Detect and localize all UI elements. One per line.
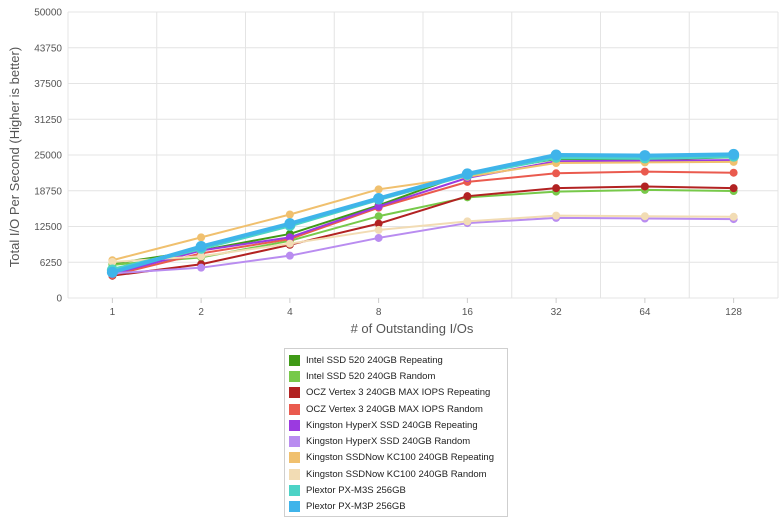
legend-label: Intel SSD 520 240GB Repeating	[306, 354, 443, 366]
legend-swatch	[289, 403, 300, 415]
data-point[interactable]	[729, 212, 738, 221]
y-tick-label: 12500	[34, 222, 62, 233]
legend-swatch	[289, 452, 300, 464]
data-point[interactable]	[197, 233, 206, 242]
legend-label: Kingston SSDNow KC100 240GB Random	[306, 468, 487, 480]
legend-label: Kingston HyperX SSD 240GB Repeating	[306, 419, 478, 431]
y-tick-label: 31250	[34, 115, 62, 126]
y-tick-label: 0	[56, 294, 62, 305]
data-point[interactable]	[640, 212, 649, 221]
data-point[interactable]	[197, 252, 206, 261]
series-line	[112, 214, 734, 263]
data-point[interactable]	[640, 182, 649, 191]
data-point[interactable]	[552, 184, 561, 193]
data-point[interactable]	[552, 169, 561, 178]
legend-swatch	[289, 468, 300, 480]
legend-label: Plextor PX-M3P 256GB	[306, 501, 406, 513]
data-point[interactable]	[285, 210, 294, 219]
x-tick-label: 64	[639, 307, 651, 318]
y-axis-ticks: 0 6250 12500 18750 25000 31250 37500 43750 50000	[34, 8, 62, 305]
legend-item[interactable]: Intel SSD 520 240GB Random	[285, 368, 507, 384]
x-axis-ticks: 1 2 4 8 16 32 64 128	[110, 298, 742, 318]
legend-item[interactable]: Plextor PX-M3P 256GB	[285, 499, 507, 515]
chart-legend: Intel SSD 520 240GB Repeating Intel SSD 5…	[284, 348, 508, 517]
legend-item[interactable]: Plextor PX-M3S 256GB	[285, 482, 507, 498]
legend-item[interactable]: Kingston HyperX SSD 240GB Repeating	[285, 417, 507, 433]
series-line	[112, 216, 734, 275]
series-line	[112, 159, 734, 275]
data-point[interactable]	[552, 211, 561, 220]
data-point[interactable]	[373, 192, 385, 204]
series-line	[112, 185, 734, 277]
legend-item[interactable]: Kingston SSDNow KC100 240GB Random	[285, 466, 507, 482]
data-point[interactable]	[463, 192, 472, 201]
data-point[interactable]	[463, 217, 472, 226]
legend-item[interactable]: OCZ Vertex 3 240GB MAX IOPS Random	[285, 401, 507, 417]
data-point[interactable]	[284, 218, 296, 230]
y-tick-label: 50000	[34, 8, 62, 19]
data-point[interactable]	[374, 185, 383, 194]
data-point[interactable]	[285, 251, 294, 260]
gridlines	[67, 11, 779, 299]
data-point[interactable]	[729, 168, 738, 177]
legend-label: Kingston HyperX SSD 240GB Random	[306, 436, 471, 448]
legend-swatch	[289, 485, 300, 497]
legend-label: Kingston SSDNow KC100 240GB Repeating	[306, 452, 495, 464]
x-tick-label: 32	[551, 307, 563, 318]
legend-swatch	[289, 419, 300, 431]
data-point[interactable]	[285, 233, 294, 242]
data-point[interactable]	[374, 212, 383, 221]
data-point[interactable]	[639, 150, 651, 162]
y-tick-label: 18750	[34, 186, 62, 197]
data-point[interactable]	[461, 168, 473, 180]
legend-swatch	[289, 354, 300, 366]
line-chart: 0 6250 12500 18750 25000 31250 37500 43750 50000…	[7, 8, 779, 336]
series-line	[112, 160, 734, 262]
legend-item[interactable]: Intel SSD 520 240GB Repeating	[285, 352, 507, 368]
x-tick-label: 128	[725, 307, 742, 318]
x-tick-label: 1	[110, 307, 116, 318]
y-tick-label: 25000	[34, 151, 62, 162]
data-point[interactable]	[197, 263, 206, 272]
x-tick-label: 8	[376, 307, 382, 318]
legend-item[interactable]: Kingston SSDNow KC100 240GB Repeating	[285, 450, 507, 466]
data-point[interactable]	[374, 233, 383, 242]
series-9	[106, 148, 740, 278]
y-tick-label: 37500	[34, 79, 62, 90]
x-tick-label: 4	[287, 307, 293, 318]
data-point[interactable]	[195, 241, 207, 253]
y-tick-label: 43750	[34, 43, 62, 54]
data-point[interactable]	[374, 202, 383, 211]
data-point[interactable]	[550, 149, 562, 161]
x-axis-title: # of Outstanding I/Os	[351, 321, 474, 336]
series-lines	[106, 148, 740, 280]
data-point[interactable]	[106, 266, 118, 278]
series-line	[111, 152, 734, 275]
data-point[interactable]	[285, 239, 294, 248]
legend-item[interactable]: Kingston HyperX SSD 240GB Random	[285, 433, 507, 449]
legend-label: OCZ Vertex 3 240GB MAX IOPS Repeating	[306, 387, 491, 399]
legend-label: OCZ Vertex 3 240GB MAX IOPS Random	[306, 403, 483, 415]
legend-label: Plextor PX-M3S 256GB	[306, 485, 406, 497]
legend-label: Intel SSD 520 240GB Random	[306, 370, 436, 382]
legend-swatch	[289, 501, 300, 513]
legend-item[interactable]: OCZ Vertex 3 240GB MAX IOPS Repeating	[285, 385, 507, 401]
y-axis-title: Total I/O Per Second (Higher is better)	[7, 47, 22, 267]
data-point[interactable]	[728, 148, 740, 160]
y-tick-label: 6250	[40, 258, 63, 269]
data-point[interactable]	[374, 219, 383, 228]
x-tick-label: 2	[198, 307, 204, 318]
series-7	[108, 211, 738, 266]
data-point[interactable]	[729, 184, 738, 193]
data-point[interactable]	[374, 225, 383, 234]
legend-swatch	[289, 436, 300, 448]
data-point[interactable]	[108, 257, 117, 266]
series-line	[112, 170, 734, 277]
data-point[interactable]	[640, 167, 649, 176]
x-tick-label: 16	[462, 307, 474, 318]
legend-swatch	[289, 370, 300, 382]
legend-swatch	[289, 387, 300, 399]
